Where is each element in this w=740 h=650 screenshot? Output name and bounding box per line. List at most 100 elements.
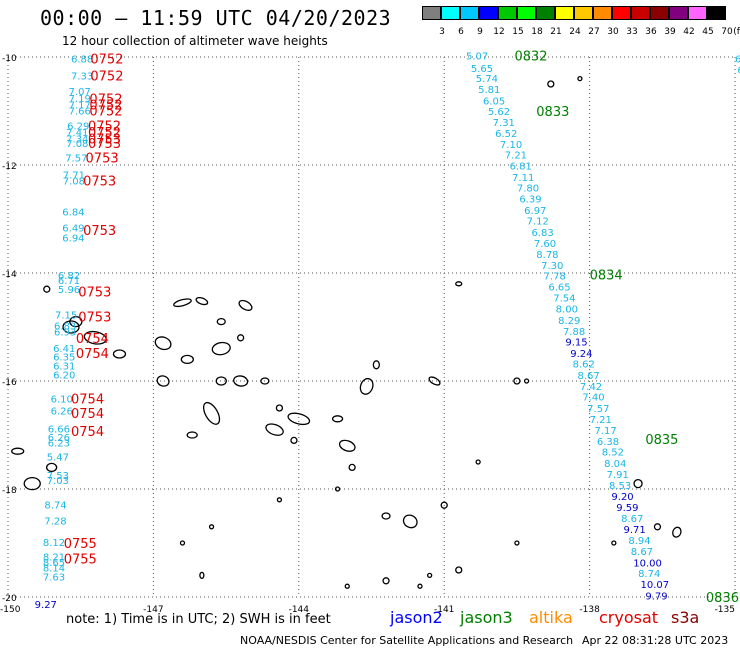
legend-label: 18 [531,27,543,37]
wave-height-value: 7.19 [69,94,91,105]
island-outline [154,336,172,351]
wave-height-value: 6.05 [735,55,740,66]
lon-tick-label: -144 [289,605,310,615]
legend-label: 6 [458,27,464,37]
wave-height-value: 7.40 [582,393,604,404]
wave-height-value: 6.05 [483,97,505,108]
wave-height-value: 5.74 [476,74,498,85]
wave-height-value: 7.31 [493,118,515,129]
wave-height-value: 7.12 [527,217,549,228]
island-outline [402,514,418,529]
legend-label: 12 [493,27,505,37]
island-outline [523,378,530,384]
wave-height-value: 7.41 [66,128,88,139]
island-outline [382,577,390,585]
wave-height-value: 6.69 [737,65,740,76]
wave-height-value: 6.97 [524,206,546,217]
pass-time-label: 0753 [88,133,121,148]
island-outline [611,540,617,546]
wave-height-value: 5.65 [471,64,493,75]
wave-height-value: 8.67 [631,547,653,558]
wave-height-value: 6.93 [54,327,76,338]
wave-height-value: 7.30 [541,261,563,272]
island-outline [216,317,226,326]
legend-swatch [536,6,555,20]
wave-height-value: 8.94 [628,536,650,547]
legend-swatch [422,6,441,20]
page-title: 00:00 – 11:59 UTC 04/20/2023 [40,6,392,30]
wave-height-value: 7.17 [594,426,616,437]
wave-height-value: 6.88 [71,55,93,66]
wave-height-value: 6.49 [62,224,84,235]
wave-height-value: 6.81 [510,162,532,173]
wave-height-value: 8.12 [43,538,65,549]
wave-height-value: 8.21 [43,553,65,564]
wave-height-value: 5.81 [478,85,500,96]
legend-unit: (ft) [733,27,740,37]
lat-tick-label: -20 [2,594,17,604]
island-outline [236,334,245,342]
wave-height-value: 7.63 [43,572,65,583]
island-outline [334,486,341,492]
island-outline [186,431,198,439]
legend-swatch [517,6,536,20]
island-outline [199,571,205,580]
wave-height-value: 6.65 [548,283,570,294]
island-outline [265,423,284,436]
wave-height-value: 6.29 [67,122,89,133]
wave-height-value: 7.21 [590,415,612,426]
wave-height-value: 7.03 [47,476,69,487]
pass-time-label: 0752 [88,120,121,135]
wave-height-value: 9.71 [624,525,646,536]
pass-time-label: 0754 [71,425,104,440]
legend-swatch [631,6,650,20]
lat-tick-label: -12 [2,162,17,172]
island-outline [62,320,80,334]
wave-height-value: 7.57 [65,153,87,164]
wave-height-value: 8.29 [558,316,580,327]
pass-time-label: 0752 [89,99,122,114]
pass-time-label: 0753 [86,151,119,166]
pass-time-label: 0833 [536,105,569,120]
lon-tick-label: -147 [143,605,163,615]
pass-time-label: 0753 [88,137,121,152]
footer-timestamp: Apr 22 08:31:28 UTC 2023 [582,634,729,647]
wave-height-value: 9.27 [35,600,57,611]
pass-time-label: 0753 [78,285,111,300]
legend-label: 39 [664,27,676,37]
wave-height-value: 7.15 [55,311,77,322]
island-outline [112,349,127,359]
legend-swatch [441,6,460,20]
mission-label: cryosat [599,608,659,627]
island-outline [45,462,58,473]
wave-height-value: 8.62 [573,360,595,371]
legend-label: 24 [569,27,581,37]
island-outline [260,377,270,385]
island-outline [672,526,682,538]
island-outline [381,512,391,520]
wave-height-value: 7.53 [47,471,69,482]
island-outline [455,566,463,574]
wave-height-value: 5.07 [466,51,488,62]
pass-time-label: 0832 [514,49,547,64]
island-outline [275,404,284,412]
pass-time-label: 0755 [64,537,97,552]
island-outline [11,447,25,455]
legend-swatch [574,6,593,20]
legend-label: 45 [702,27,714,37]
island-outline [211,341,231,356]
wave-height-value: 6.31 [53,361,75,372]
wave-height-value: 6.38 [597,437,619,448]
wave-height-value: 7.07 [69,87,91,98]
island-outline [23,476,41,491]
lon-tick-label: -150 [0,605,21,615]
wave-height-value: 6.82 [58,271,80,282]
island-outline [428,376,441,386]
wave-height-value: 7.42 [580,382,602,393]
wave-height-value: 5.47 [47,453,69,464]
wave-height-value: 7.11 [512,173,534,184]
wave-height-value: 6.20 [53,371,75,382]
mission-label: jason3 [460,608,513,627]
wave-height-value: 6.83 [54,321,76,332]
